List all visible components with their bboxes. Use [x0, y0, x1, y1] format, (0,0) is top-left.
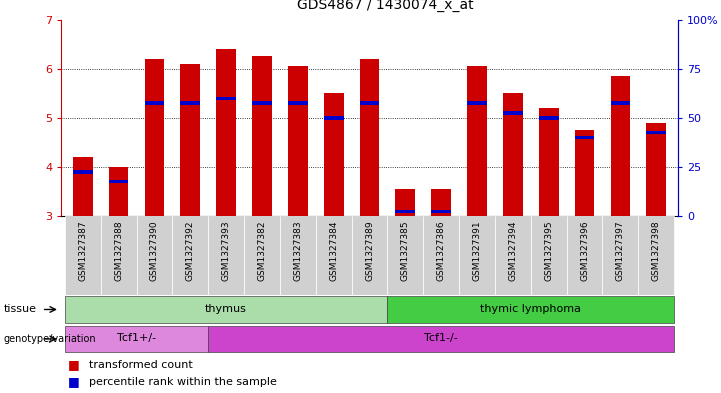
Text: GSM1327397: GSM1327397	[616, 220, 625, 281]
Bar	[180, 101, 200, 105]
Bar	[109, 180, 128, 184]
Text: GSM1327398: GSM1327398	[652, 220, 660, 281]
FancyBboxPatch shape	[65, 216, 101, 295]
Bar	[396, 209, 415, 213]
Bar	[73, 170, 92, 174]
Bar	[216, 49, 236, 216]
Bar	[145, 101, 164, 105]
FancyBboxPatch shape	[208, 326, 674, 352]
Bar	[647, 123, 666, 216]
Bar	[575, 136, 594, 139]
FancyBboxPatch shape	[65, 296, 387, 323]
Text: GSM1327386: GSM1327386	[437, 220, 446, 281]
Bar	[467, 101, 487, 105]
Bar	[647, 131, 666, 134]
Bar	[575, 130, 594, 216]
FancyBboxPatch shape	[387, 296, 674, 323]
Bar	[180, 64, 200, 216]
Text: GSM1327388: GSM1327388	[114, 220, 123, 281]
FancyBboxPatch shape	[65, 326, 208, 352]
Bar	[252, 57, 272, 216]
Bar	[503, 111, 523, 115]
Text: GSM1327382: GSM1327382	[257, 220, 267, 281]
Bar	[109, 167, 128, 216]
Text: transformed count: transformed count	[89, 360, 193, 370]
FancyBboxPatch shape	[495, 216, 531, 295]
FancyBboxPatch shape	[567, 216, 603, 295]
Text: GSM1327393: GSM1327393	[221, 220, 231, 281]
Text: ■: ■	[68, 375, 79, 389]
Text: GSM1327394: GSM1327394	[508, 220, 518, 281]
Bar	[611, 101, 630, 105]
Bar	[539, 116, 559, 119]
FancyBboxPatch shape	[423, 216, 459, 295]
Text: tissue: tissue	[4, 305, 37, 314]
FancyBboxPatch shape	[208, 216, 244, 295]
Bar	[539, 108, 559, 216]
Text: GSM1327390: GSM1327390	[150, 220, 159, 281]
FancyBboxPatch shape	[352, 216, 387, 295]
Bar	[145, 59, 164, 216]
Bar	[360, 101, 379, 105]
Text: GSM1327396: GSM1327396	[580, 220, 589, 281]
Text: GSM1327389: GSM1327389	[365, 220, 374, 281]
Text: GSM1327384: GSM1327384	[329, 220, 338, 281]
Text: GSM1327387: GSM1327387	[79, 220, 87, 281]
Text: GSM1327391: GSM1327391	[472, 220, 482, 281]
Text: GDS4867 / 1430074_x_at: GDS4867 / 1430074_x_at	[297, 0, 474, 12]
Bar	[216, 97, 236, 100]
Bar	[324, 94, 343, 216]
Bar	[73, 157, 92, 216]
Text: Tcf1+/-: Tcf1+/-	[117, 333, 156, 343]
Bar	[324, 116, 343, 119]
Text: GSM1327383: GSM1327383	[293, 220, 302, 281]
Text: ■: ■	[68, 358, 79, 371]
FancyBboxPatch shape	[136, 216, 172, 295]
FancyBboxPatch shape	[638, 216, 674, 295]
FancyBboxPatch shape	[459, 216, 495, 295]
Bar	[467, 66, 487, 216]
Bar	[360, 59, 379, 216]
FancyBboxPatch shape	[603, 216, 638, 295]
FancyBboxPatch shape	[244, 216, 280, 295]
Text: thymic lymphoma: thymic lymphoma	[480, 304, 581, 314]
Bar	[431, 209, 451, 213]
FancyBboxPatch shape	[101, 216, 136, 295]
FancyBboxPatch shape	[531, 216, 567, 295]
Bar	[431, 189, 451, 216]
Bar	[252, 101, 272, 105]
Text: thymus: thymus	[205, 304, 247, 314]
Text: GSM1327392: GSM1327392	[186, 220, 195, 281]
Bar	[611, 76, 630, 216]
Text: Tcf1-/-: Tcf1-/-	[425, 333, 458, 343]
Bar	[288, 66, 308, 216]
FancyBboxPatch shape	[316, 216, 352, 295]
FancyBboxPatch shape	[172, 216, 208, 295]
Text: GSM1327395: GSM1327395	[544, 220, 553, 281]
Text: genotype/variation: genotype/variation	[4, 334, 96, 344]
Bar	[503, 94, 523, 216]
FancyBboxPatch shape	[280, 216, 316, 295]
Text: percentile rank within the sample: percentile rank within the sample	[89, 377, 277, 387]
Bar	[288, 101, 308, 105]
Bar	[396, 189, 415, 216]
Text: GSM1327385: GSM1327385	[401, 220, 410, 281]
FancyBboxPatch shape	[387, 216, 423, 295]
